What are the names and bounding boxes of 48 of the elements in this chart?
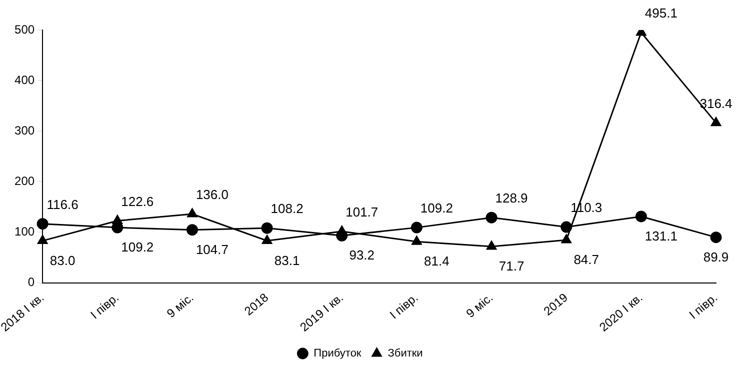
data-label: 131.1 — [644, 228, 678, 244]
y-tick-label: 400 — [14, 72, 35, 87]
data-label: 116.6 — [46, 196, 78, 212]
y-tick-label: 300 — [14, 123, 35, 138]
point — [710, 117, 722, 126]
x-tick-label: 9 міс. — [463, 290, 496, 321]
data-label: 122.6 — [121, 194, 154, 209]
data-label: 93.2 — [349, 248, 375, 263]
point — [412, 236, 422, 245]
point — [560, 221, 572, 233]
point — [410, 222, 422, 234]
data-label: 83.0 — [50, 252, 76, 268]
point — [262, 235, 272, 244]
data-label: 316.4 — [700, 96, 732, 111]
point — [261, 222, 273, 234]
point — [187, 208, 198, 218]
point — [710, 232, 722, 244]
data-label: 109.2 — [121, 240, 154, 255]
legend-label: Прибуток — [314, 348, 362, 360]
data-label: 71.7 — [498, 258, 524, 274]
y-tick-label: 500 — [14, 22, 35, 36]
point — [186, 224, 198, 236]
data-label: 108.2 — [270, 201, 304, 216]
data-label: 83.1 — [274, 252, 300, 268]
y-tick-label: 0 — [28, 275, 35, 290]
point — [486, 212, 498, 224]
data-label: 128.9 — [495, 190, 528, 206]
x-tick-label: 9 міс. — [164, 290, 196, 321]
data-label: 84.7 — [574, 252, 600, 268]
y-tick-label: 200 — [14, 174, 35, 188]
point — [336, 230, 348, 242]
x-tick-label: І півр. — [387, 290, 421, 322]
data-label: 104.7 — [196, 242, 228, 257]
x-tick-label: І півр. — [88, 290, 122, 322]
point — [37, 235, 48, 244]
y-tick-label: 100 — [14, 224, 35, 239]
data-label: 89.9 — [703, 249, 729, 264]
point — [36, 218, 48, 230]
x-tick-label: І півр. — [686, 290, 720, 322]
point — [486, 240, 497, 250]
point — [561, 234, 572, 244]
data-label: 109.2 — [420, 200, 453, 216]
data-label: 136.0 — [196, 187, 228, 202]
point — [635, 210, 647, 222]
data-label: 101.7 — [346, 204, 378, 220]
data-label: 81.4 — [424, 254, 450, 269]
legend-label: Збитки — [388, 348, 423, 360]
data-label: 495.1 — [644, 6, 678, 21]
